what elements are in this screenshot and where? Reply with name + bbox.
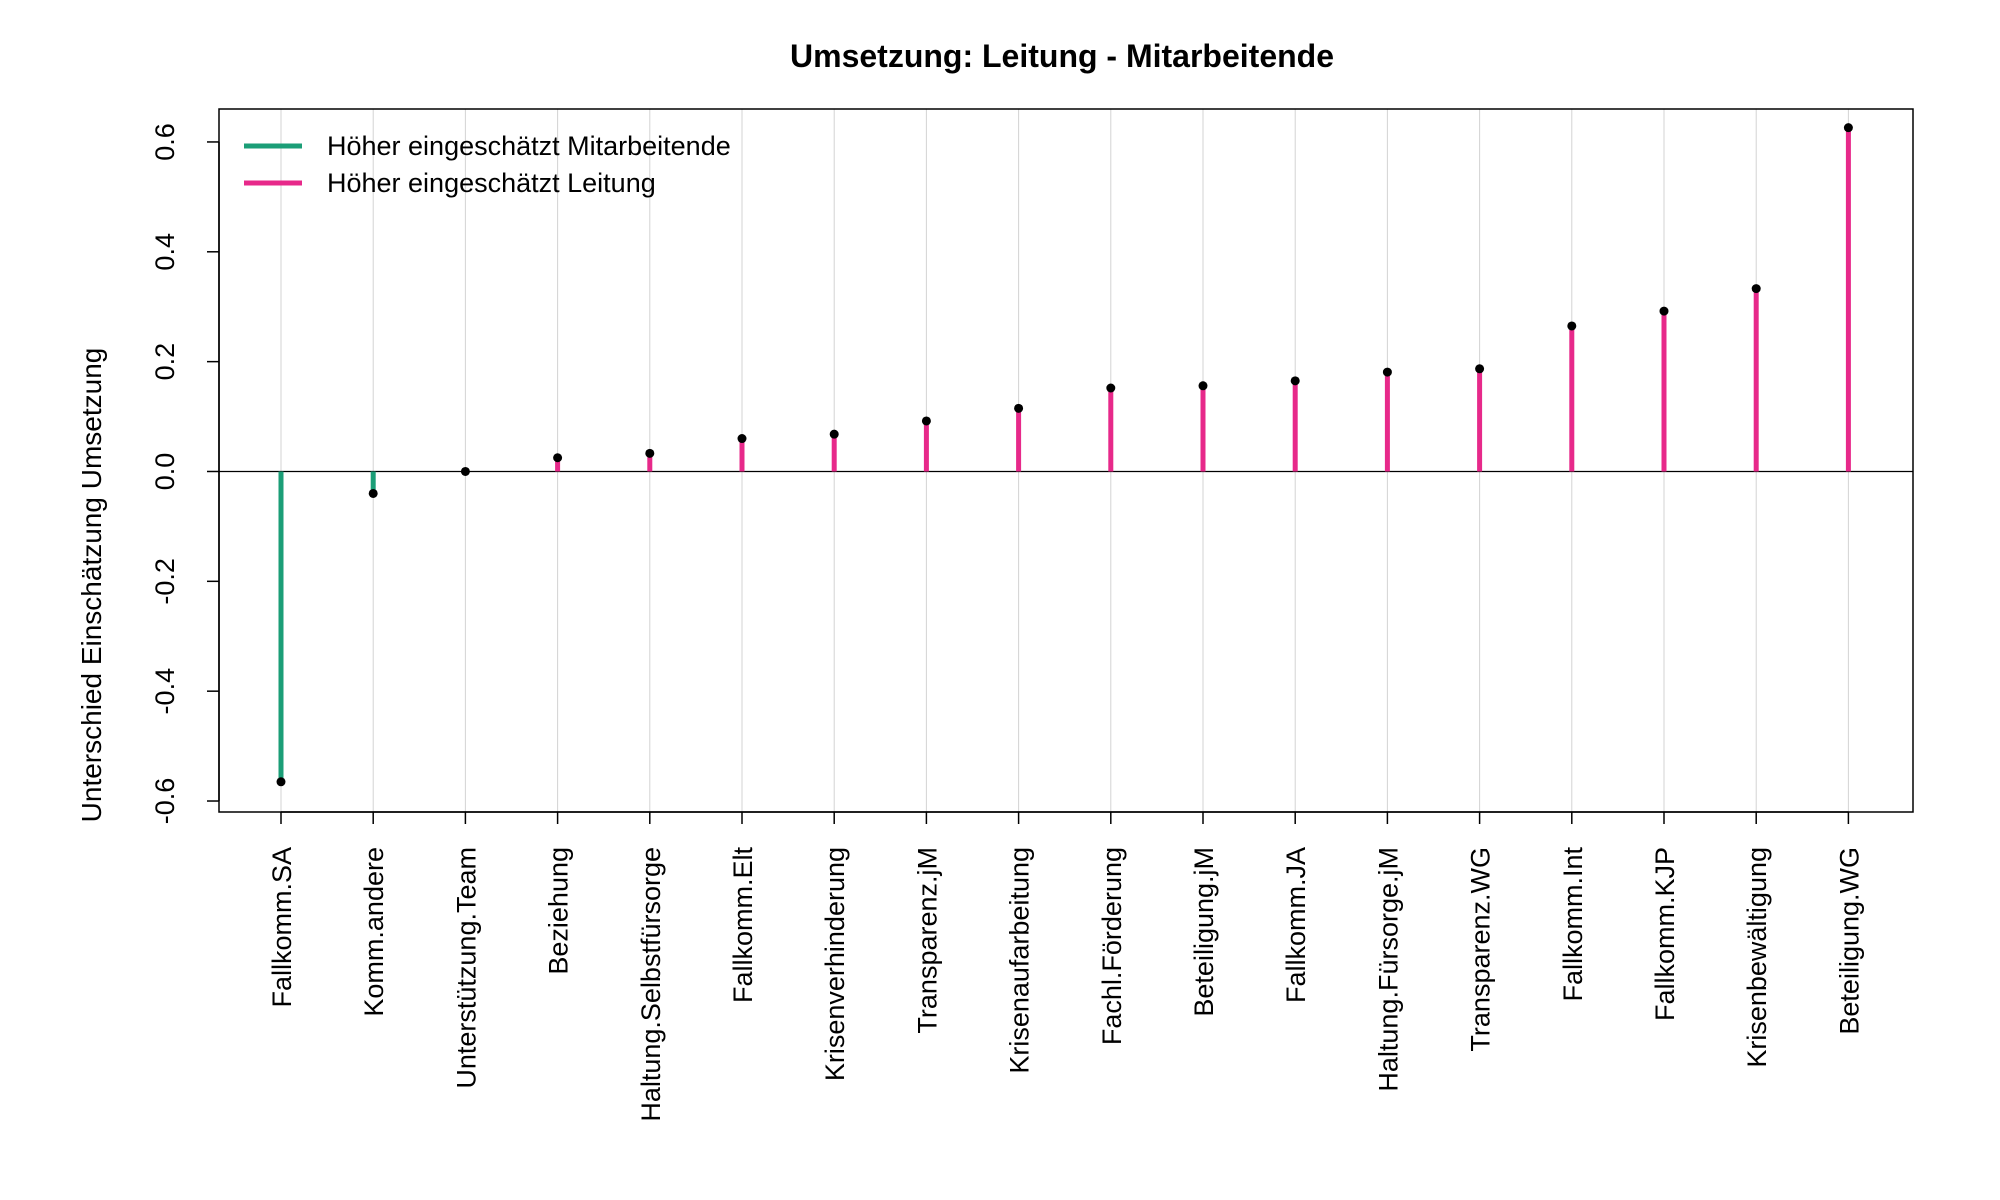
y-axis: -0.6 -0.4 -0.2 0.0 0.2 0.4 0.6 (150, 123, 220, 825)
point-Komm.andere (368, 488, 378, 498)
x-axis: Fallkomm.SA Komm.andere Unterstützung.Team… (267, 811, 1864, 1122)
x-tick-label: Krisenbewältigung (1742, 847, 1772, 1068)
x-tick-label: Krisenverhinderung (820, 847, 850, 1081)
x-tick-label: Krisenaufarbeitung (1005, 847, 1035, 1074)
y-tick-label: 0.4 (150, 233, 180, 271)
y-axis-label: Unterschied Einschätzung Umsetzung (76, 348, 107, 823)
points (276, 123, 1853, 787)
x-tick-label: Komm.andere (359, 847, 389, 1017)
chart-title: Umsetzung: Leitung - Mitarbeitende (790, 38, 1334, 74)
y-tick-label: -0.2 (150, 558, 180, 605)
point-Beteiligung.jM (1198, 381, 1208, 391)
x-tick-label: Fallkomm.KJP (1650, 847, 1680, 1021)
point-Transparenz.jM (921, 416, 931, 426)
plot-area-border (218, 108, 1914, 813)
x-tick-label: Transparenz.WG (1466, 847, 1496, 1052)
legend: Höher eingeschätzt Mitarbeitende Höher ei… (244, 131, 731, 198)
point-Fallkomm.Elt (737, 434, 747, 444)
point-Unterstützung.Team (460, 466, 470, 476)
legend-label: Höher eingeschätzt Leitung (327, 168, 656, 198)
x-tick-label: Fallkomm.Int (1558, 847, 1588, 1002)
x-tick-label: Fallkomm.Elt (728, 847, 758, 1004)
point-Haltung.Selbstfürsorge (645, 448, 655, 458)
point-Krisenbewältigung (1751, 284, 1761, 294)
y-tick-label: 0.6 (150, 123, 180, 161)
x-tick-label: Haltung.Fürsorge.jM (1373, 847, 1403, 1092)
point-Krisenverhinderung (829, 429, 839, 439)
y-tick-label: 0.0 (150, 453, 180, 491)
point-Transparenz.WG (1475, 364, 1485, 374)
point-Fallkomm.SA (276, 777, 286, 787)
x-tick-label: Unterstützung.Team (451, 847, 481, 1089)
x-tick-label: Fachl.Förderung (1097, 847, 1127, 1045)
point-Beteiligung.WG (1843, 123, 1853, 133)
legend-label: Höher eingeschätzt Mitarbeitende (327, 131, 731, 161)
x-tick-label: Beteiligung.WG (1834, 847, 1864, 1035)
grid-lines (280, 109, 1849, 812)
x-tick-label: Beteiligung.jM (1189, 847, 1219, 1017)
stems (278, 127, 1851, 782)
y-tick-label: -0.4 (150, 668, 180, 715)
point-Beziehung (553, 453, 563, 463)
y-tick-label: -0.6 (150, 778, 180, 825)
x-tick-label: Fallkomm.JA (1281, 847, 1311, 1003)
x-tick-label: Haltung.Selbstfürsorge (636, 847, 666, 1122)
point-Krisenaufarbeitung (1014, 403, 1024, 413)
x-tick-label: Transparenz.jM (912, 847, 942, 1034)
point-Fallkomm.Int (1567, 321, 1577, 331)
x-tick-label: Beziehung (544, 847, 574, 975)
point-Fallkomm.KJP (1659, 306, 1669, 316)
x-tick-label: Fallkomm.SA (267, 847, 297, 1008)
point-Fachl.Förderung (1106, 383, 1116, 393)
point-Fallkomm.JA (1290, 376, 1300, 386)
point-Haltung.Fürsorge.jM (1382, 367, 1392, 377)
y-tick-label: 0.2 (150, 343, 180, 381)
